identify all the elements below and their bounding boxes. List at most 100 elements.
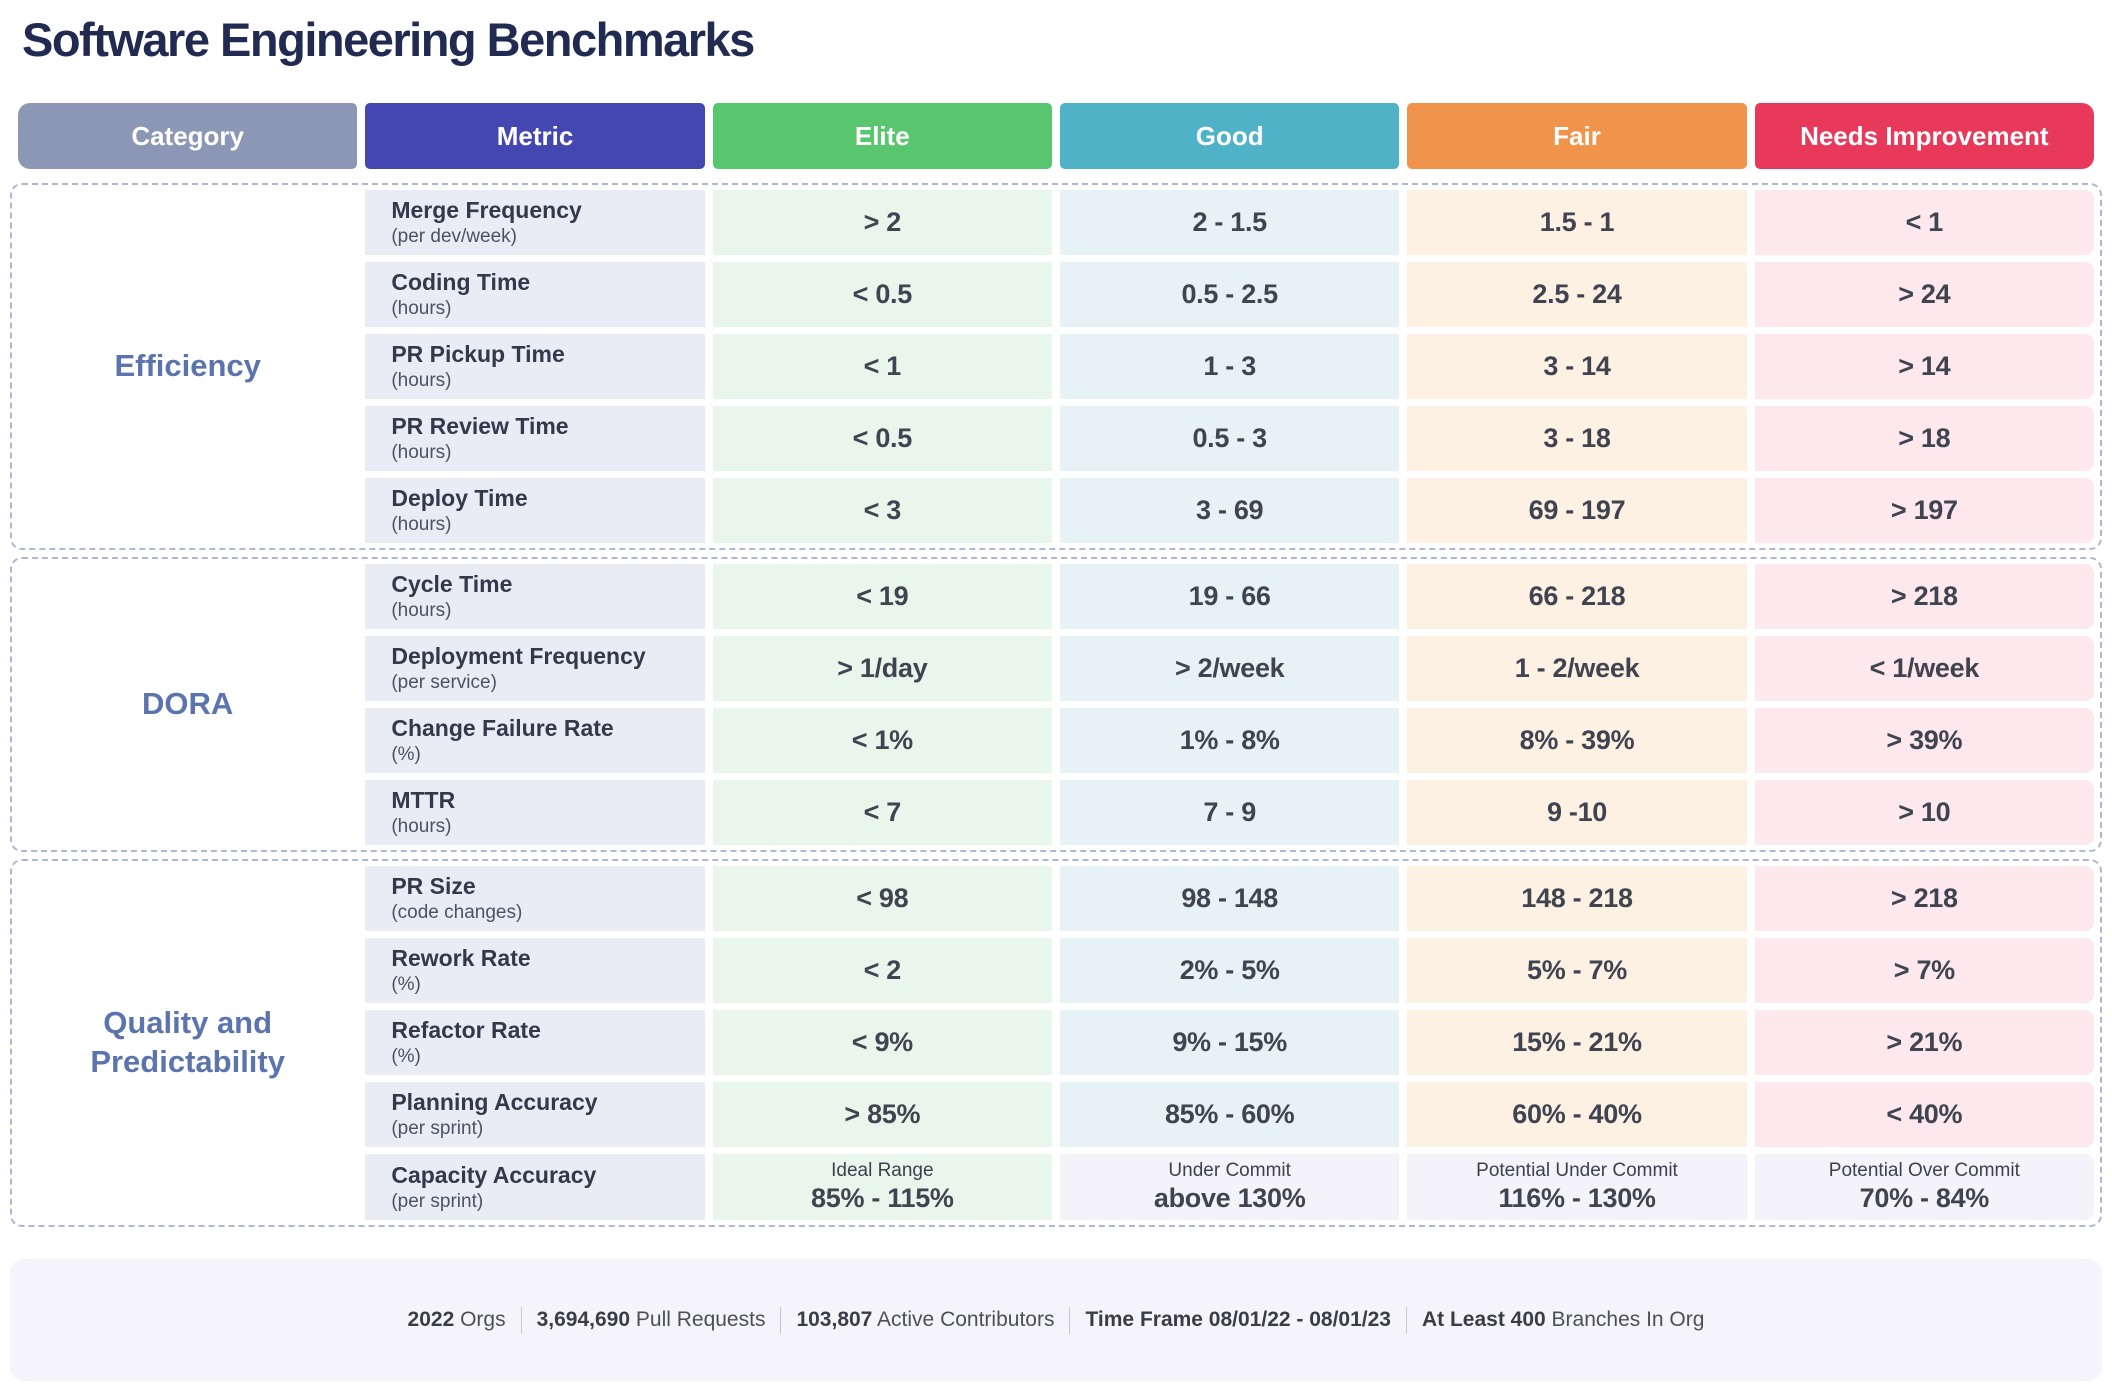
section-grid: DORA Cycle Time (hours) < 19 19 - 66 66 - 218… — [18, 564, 2094, 845]
section-grid: Quality and Predictability PR Size (code c… — [18, 866, 2094, 1220]
metric-unit: (per sprint) — [391, 1190, 484, 1212]
value-text: < 0.5 — [852, 279, 913, 309]
stat-separator — [520, 1306, 522, 1334]
value-text: < 9% — [851, 1027, 913, 1057]
value-text: < 1% — [851, 725, 913, 755]
value-cell-good: 0.5 - 2.5 — [1060, 262, 1400, 327]
value-text: 3 - 14 — [1543, 351, 1611, 381]
value-text: > 218 — [1890, 581, 1958, 611]
metric-unit: (per sprint) — [391, 1118, 484, 1139]
footer-stat: At Least 400 Branches In Org — [1421, 1308, 1705, 1331]
value-text: 85% - 115% — [811, 1183, 954, 1213]
value-text: > 18 — [1898, 423, 1951, 453]
value-text: > 2 — [863, 207, 902, 237]
value-cell-elite: > 2 — [712, 190, 1052, 255]
value-cell-needs: > 14 — [1754, 334, 2094, 399]
column-header-good: Good — [1060, 103, 1400, 169]
value-cell-needs: > 197 — [1754, 478, 2094, 543]
metric-unit: (hours) — [391, 442, 452, 463]
value-text: 3 - 69 — [1196, 495, 1264, 525]
footer-stat: Time Frame 08/01/22 - 08/01/23 — [1085, 1308, 1391, 1331]
value-text: > 1/day — [837, 653, 928, 683]
value-cell-good: 98 - 148 — [1060, 866, 1400, 931]
value-text: 2 - 1.5 — [1192, 207, 1267, 237]
value-cell-needs: < 1/week — [1754, 636, 2094, 701]
stat-separator — [780, 1306, 782, 1334]
metric-cell: Refactor Rate (%) — [365, 1010, 705, 1075]
metric-cell: Cycle Time (hours) — [365, 564, 705, 629]
value-cell-good: 1% - 8% — [1060, 708, 1400, 773]
value-text: 19 - 66 — [1188, 581, 1271, 611]
metric-name: MTTR — [391, 787, 456, 813]
benchmark-table: Category Metric Elite Good Fair Needs Improve… — [10, 103, 2102, 1227]
column-header-elite: Elite — [712, 103, 1052, 169]
value-text: 2% - 5% — [1179, 955, 1280, 985]
metric-name: Planning Accuracy — [391, 1089, 598, 1115]
value-cell-needs: < 1 — [1754, 190, 2094, 255]
value-cell-needs: > 39% — [1754, 708, 2094, 773]
value-cell-elite: < 2 — [712, 938, 1052, 1003]
metric-cell: Change Failure Rate (%) — [365, 708, 705, 773]
category-section-quality-and-predictability: Quality and Predictability PR Size (code c… — [10, 859, 2102, 1227]
value-cell-needs: > 21% — [1754, 1010, 2094, 1075]
value-cell-elite: > 85% — [712, 1082, 1052, 1147]
metric-cell: PR Review Time (hours) — [365, 406, 705, 471]
value-text: 66 - 218 — [1528, 581, 1626, 611]
value-cell-elite: < 19 — [712, 564, 1052, 629]
table-body: Efficiency Merge Frequency (per dev/week) >… — [10, 183, 2102, 1227]
value-note: Ideal Range — [831, 1160, 934, 1181]
metric-cell: PR Size (code changes) — [365, 866, 705, 931]
metric-name: Rework Rate — [391, 945, 531, 971]
metric-name: PR Size — [391, 873, 476, 899]
value-cell-good: 0.5 - 3 — [1060, 406, 1400, 471]
value-text: 98 - 148 — [1181, 883, 1278, 913]
value-text: 1 - 2/week — [1514, 653, 1640, 683]
value-cell-fair: 66 - 218 — [1407, 564, 1747, 629]
metric-unit: (%) — [391, 1046, 421, 1067]
stat-separator — [1405, 1306, 1407, 1334]
value-text: > 85% — [844, 1099, 921, 1129]
metric-cell: Deploy Time (hours) — [365, 478, 705, 543]
metric-cell: Merge Frequency (per dev/week) — [365, 190, 705, 255]
value-text: < 0.5 — [852, 423, 913, 453]
value-text: < 7 — [863, 797, 902, 827]
value-cell-needs: > 24 — [1754, 262, 2094, 327]
metric-name: Capacity Accuracy — [391, 1161, 597, 1188]
value-text: 9% - 15% — [1172, 1027, 1287, 1057]
header-row: Category Metric Elite Good Fair Needs Improve… — [10, 103, 2102, 169]
value-text: 69 - 197 — [1528, 495, 1626, 525]
category-section-efficiency: Efficiency Merge Frequency (per dev/week) >… — [10, 183, 2102, 550]
metric-cell: MTTR (hours) — [365, 780, 705, 845]
metric-unit: (hours) — [391, 600, 452, 621]
value-cell-elite: < 0.5 — [712, 262, 1052, 327]
value-text: < 1 — [1905, 207, 1944, 237]
metric-name: PR Pickup Time — [391, 341, 565, 367]
value-text: 8% - 39% — [1519, 725, 1635, 755]
value-cell-needs: > 218 — [1754, 564, 2094, 629]
category-section-dora: DORA Cycle Time (hours) < 19 19 - 66 66 - 218… — [10, 557, 2102, 852]
value-cell-good: 3 - 69 — [1060, 478, 1400, 543]
category-label: Efficiency — [114, 348, 261, 384]
column-header-metric: Metric — [365, 103, 705, 169]
value-cell-good: 9% - 15% — [1060, 1010, 1400, 1075]
value-cell-elite: < 7 — [712, 780, 1052, 845]
metric-unit: (code changes) — [391, 902, 523, 923]
value-cell-fair: 1 - 2/week — [1407, 636, 1747, 701]
value-cell-elite: < 3 — [712, 478, 1052, 543]
value-text: > 197 — [1890, 495, 1958, 525]
value-cell-needs: Potential Over Commit 70% - 84% — [1754, 1154, 2094, 1220]
value-text: 60% - 40% — [1512, 1099, 1642, 1129]
value-cell-fair: 60% - 40% — [1407, 1082, 1747, 1147]
value-cell-elite: < 1 — [712, 334, 1052, 399]
value-cell-fair: 3 - 14 — [1407, 334, 1747, 399]
value-text: < 19 — [856, 581, 909, 611]
value-cell-needs: > 218 — [1754, 866, 2094, 931]
value-cell-needs: > 18 — [1754, 406, 2094, 471]
value-cell-fair: 69 - 197 — [1407, 478, 1747, 543]
footer-stat: 103,807 Active Contributors — [796, 1308, 1055, 1331]
value-cell-elite: < 9% — [712, 1010, 1052, 1075]
value-text: > 2/week — [1174, 653, 1285, 683]
metric-name: Coding Time — [391, 269, 531, 295]
column-header-category: Category — [18, 103, 358, 169]
value-cell-good: 19 - 66 — [1060, 564, 1400, 629]
